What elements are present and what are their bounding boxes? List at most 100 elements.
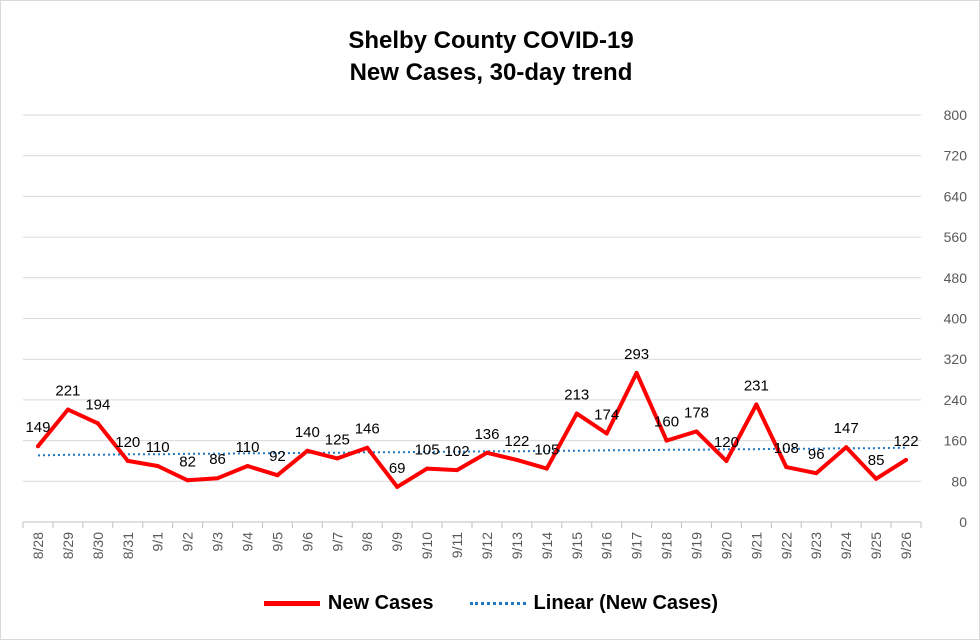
legend-item-new-cases: New Cases (263, 592, 434, 615)
y-tick-label: 720 (944, 148, 968, 164)
y-tick-label: 800 (944, 107, 968, 123)
data-label: 160 (654, 414, 679, 431)
data-point (724, 458, 729, 463)
legend-item-linear: Linear (New Cases) (469, 592, 719, 615)
data-label: 82 (179, 453, 196, 470)
y-tick-label: 320 (944, 351, 968, 367)
legend-label-new-cases: New Cases (327, 592, 434, 614)
data-point (514, 457, 519, 462)
data-point (335, 456, 340, 461)
data-label: 147 (834, 420, 859, 437)
y-tick-label: 480 (944, 270, 968, 286)
x-tick-label: 9/23 (808, 532, 824, 559)
data-point (155, 464, 160, 469)
data-point (694, 429, 699, 434)
data-point (664, 438, 669, 443)
data-label: 102 (445, 443, 470, 460)
data-label: 293 (624, 346, 649, 363)
data-label: 213 (564, 387, 589, 404)
y-tick-label: 80 (951, 473, 967, 489)
data-label: 105 (534, 442, 559, 459)
data-label: 122 (894, 433, 919, 450)
data-point (65, 407, 70, 412)
x-tick-label: 9/16 (599, 532, 615, 559)
x-tick-label: 9/7 (329, 532, 345, 552)
data-label: 146 (355, 421, 380, 438)
data-label: 136 (474, 426, 499, 443)
data-label: 108 (774, 440, 799, 457)
x-tick-label: 9/25 (868, 532, 884, 559)
x-tick-label: 9/9 (389, 532, 405, 552)
data-label: 221 (55, 383, 80, 400)
y-tick-label: 0 (959, 514, 967, 530)
x-tick-label: 9/5 (269, 532, 285, 552)
x-tick-label: 9/10 (419, 532, 435, 559)
data-point (784, 465, 789, 470)
x-tick-label: 9/8 (359, 532, 375, 552)
data-point (95, 421, 100, 426)
data-label: 96 (808, 446, 825, 463)
data-label: 85 (868, 452, 885, 469)
x-tick-label: 9/2 (180, 532, 196, 552)
x-tick-label: 8/31 (120, 532, 136, 559)
data-label: 86 (209, 451, 226, 468)
data-point (574, 411, 579, 416)
legend-swatch-new-cases (263, 601, 320, 606)
data-point (395, 484, 400, 489)
x-tick-label: 9/20 (718, 532, 734, 559)
data-label: 110 (146, 439, 170, 456)
data-label: 149 (25, 419, 50, 436)
data-point (245, 464, 250, 469)
data-point (305, 448, 310, 453)
data-label: 120 (115, 434, 140, 451)
x-tick-label: 9/11 (449, 532, 465, 558)
x-tick-label: 9/1 (150, 532, 166, 552)
x-tick-label: 9/14 (539, 532, 555, 559)
chart-title: Shelby County COVID-19 (348, 27, 634, 54)
data-label: 122 (504, 433, 529, 450)
x-tick-label: 9/22 (778, 532, 794, 559)
x-tick-label: 9/12 (479, 532, 495, 559)
chart-title-block: Shelby County COVID-19 New Cases, 30-day… (1, 25, 980, 89)
x-tick-label: 9/13 (509, 532, 525, 559)
data-point (844, 445, 849, 450)
data-label: 125 (325, 431, 350, 448)
y-tick-label: 400 (944, 311, 968, 327)
new-cases-line (36, 370, 908, 489)
data-label: 140 (295, 424, 320, 441)
x-tick-label: 9/4 (240, 532, 256, 552)
legend-label-linear: Linear (New Cases) (533, 592, 719, 614)
y-tick-label: 160 (944, 433, 968, 449)
x-tick-label: 9/15 (569, 532, 585, 559)
legend-swatch-linear (469, 602, 526, 605)
y-tick-label: 640 (944, 188, 968, 204)
x-tick-label: 9/17 (629, 532, 645, 559)
data-point (185, 478, 190, 483)
data-point (754, 402, 759, 407)
data-point (604, 431, 609, 436)
x-tick-label: 8/28 (30, 532, 46, 559)
x-tick-label: 9/21 (748, 532, 764, 559)
data-label: 120 (714, 434, 739, 451)
data-point (634, 370, 639, 375)
data-label: 174 (594, 406, 619, 423)
data-point (275, 473, 280, 478)
data-point (904, 457, 909, 462)
data-label: 105 (415, 442, 440, 459)
data-label: 92 (269, 448, 286, 465)
x-tick-label: 9/24 (838, 532, 854, 559)
x-tick-label: 8/29 (60, 532, 76, 559)
data-point (814, 471, 819, 476)
y-tick-label: 560 (944, 229, 968, 245)
data-point (125, 458, 130, 463)
data-point (35, 444, 40, 449)
data-label: 178 (684, 404, 709, 421)
x-tick-label: 9/3 (210, 532, 226, 552)
data-point (484, 450, 489, 455)
data-point (874, 476, 879, 481)
x-tick-label: 8/30 (90, 532, 106, 559)
data-point (425, 466, 430, 471)
y-tick-label: 240 (944, 392, 968, 408)
